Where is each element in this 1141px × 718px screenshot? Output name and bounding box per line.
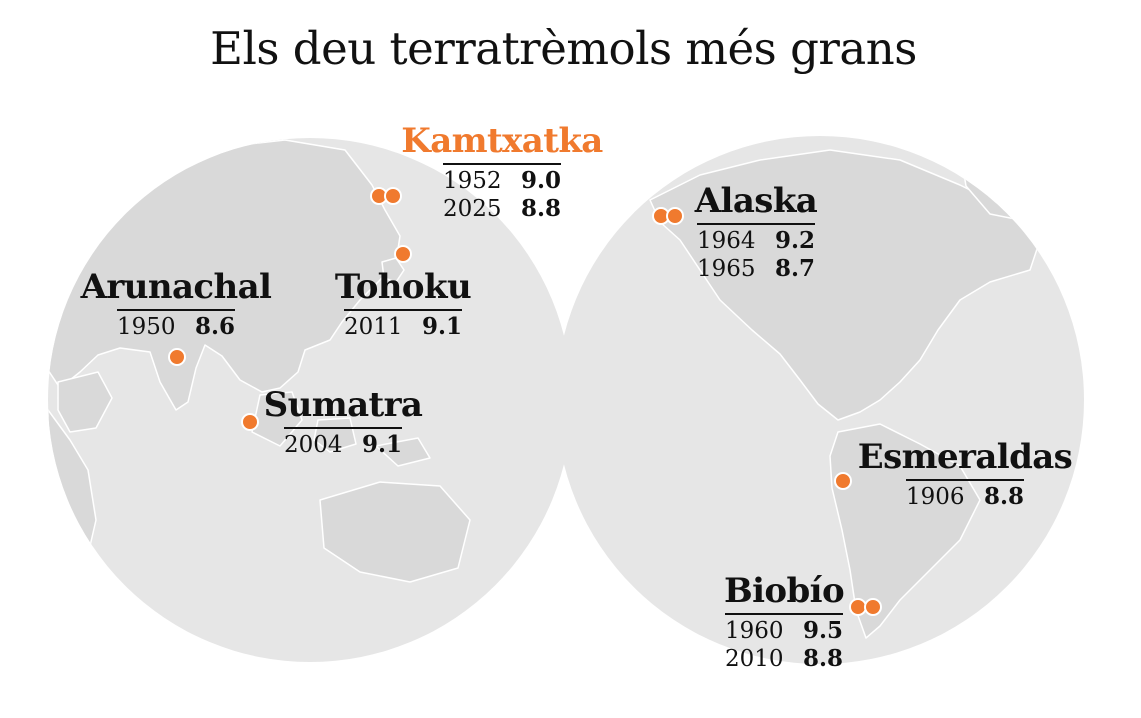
marker-kamtxatka-2025[interactable] bbox=[384, 187, 402, 205]
earthquake-markers bbox=[168, 187, 882, 616]
label-sumatra: Sumatra 2004 9.1 bbox=[248, 386, 438, 459]
label-underline bbox=[725, 613, 843, 615]
borneo-landmass bbox=[313, 417, 357, 453]
label-underline bbox=[906, 479, 1024, 481]
japan-landmass bbox=[381, 257, 405, 283]
label-name: Esmeraldas bbox=[857, 437, 1073, 477]
label-underline bbox=[284, 427, 402, 429]
label-name: Alaska bbox=[694, 181, 818, 221]
south-america-landmass bbox=[829, 423, 981, 639]
event-row: 1960 9.5 bbox=[725, 617, 843, 644]
marker-esmeraldas[interactable] bbox=[834, 472, 852, 490]
event-row: 2010 8.8 bbox=[725, 645, 843, 672]
marker-sumatra[interactable] bbox=[241, 413, 259, 431]
event-row: 1952 9.0 bbox=[443, 167, 561, 194]
arabia-landmass bbox=[57, 371, 113, 433]
label-kamtxatka: Kamtxatka 1952 9.0 2025 8.8 bbox=[392, 122, 612, 223]
label-underline bbox=[117, 309, 235, 311]
event-row: 1950 8.6 bbox=[117, 313, 235, 340]
label-alaska: Alaska 1964 9.2 1965 8.7 bbox=[656, 182, 856, 283]
page-title: Els deu terratrèmols més grans bbox=[210, 22, 917, 75]
label-underline bbox=[443, 163, 561, 165]
new-guinea-landmass bbox=[375, 437, 431, 467]
event-row: 2011 9.1 bbox=[344, 313, 462, 340]
label-name: Kamtxatka bbox=[401, 121, 603, 161]
event-row: 1906 8.8 bbox=[906, 483, 1024, 510]
label-underline bbox=[697, 223, 815, 225]
marker-biobio-2010[interactable] bbox=[864, 598, 882, 616]
label-name: Tohoku bbox=[334, 267, 472, 307]
label-tohoku: Tohoku 2011 9.1 bbox=[318, 268, 488, 341]
marker-alaska-1965[interactable] bbox=[666, 207, 684, 225]
australia-landmass bbox=[319, 481, 471, 583]
marker-tohoku[interactable] bbox=[394, 245, 412, 263]
event-row: 1965 8.7 bbox=[697, 255, 815, 282]
label-name: Sumatra bbox=[263, 385, 423, 425]
label-underline bbox=[344, 309, 462, 311]
marker-arunachal[interactable] bbox=[168, 348, 186, 366]
event-row: 2025 8.8 bbox=[443, 195, 561, 222]
event-row: 2004 9.1 bbox=[284, 431, 402, 458]
label-biobio: Biobío 1960 9.5 2010 8.8 bbox=[694, 572, 874, 673]
label-arunachal: Arunachal 1950 8.6 bbox=[66, 268, 286, 341]
north-america-landmass bbox=[649, 149, 1041, 421]
label-name: Biobío bbox=[723, 571, 845, 611]
event-row: 1964 9.2 bbox=[697, 227, 815, 254]
label-esmeraldas: Esmeraldas 1906 8.8 bbox=[850, 438, 1080, 511]
label-name: Arunachal bbox=[80, 267, 272, 307]
